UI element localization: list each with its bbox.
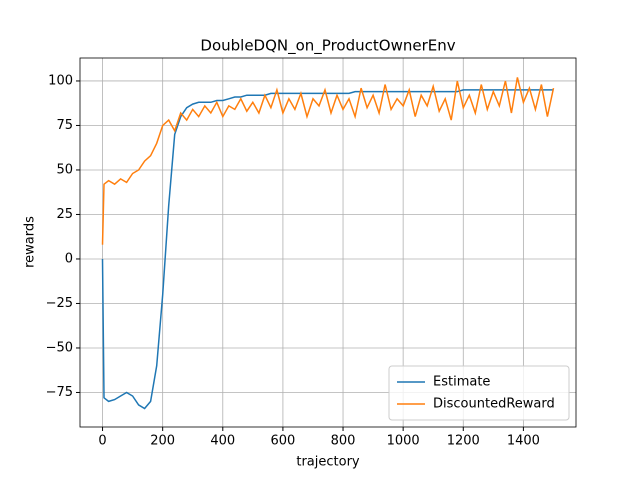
plot-frame	[79, 57, 577, 428]
x-tick-label: 1200	[447, 434, 480, 449]
chart-title: DoubleDQN_on_ProductOwnerEnv	[200, 37, 455, 56]
x-tick-label: 600	[270, 434, 295, 449]
y-tick-label: 50	[56, 162, 73, 177]
x-tick-label: 800	[331, 434, 356, 449]
y-tick-label: 25	[56, 207, 73, 222]
x-tick-label: 1400	[507, 434, 540, 449]
legend-label: Estimate	[433, 375, 490, 390]
y-axis-label: rewards	[23, 216, 38, 268]
line-series	[101, 77, 555, 245]
legend: Estimate DiscountedReward	[388, 365, 570, 421]
y-tick-label: 100	[48, 73, 73, 88]
y-tick-label: 0	[65, 251, 73, 266]
y-tick-label: 75	[56, 118, 73, 133]
x-tick-label: 1000	[387, 434, 420, 449]
legend-label: DiscountedReward	[433, 397, 555, 412]
x-axis-label: trajectory	[296, 455, 360, 470]
x-tick-label: 0	[98, 434, 106, 449]
x-tick-label: 400	[210, 434, 235, 449]
x-tick-label: 200	[150, 434, 175, 449]
line-series	[101, 89, 554, 410]
y-tick-label: −50	[46, 340, 73, 355]
y-tick-label: −25	[46, 296, 73, 311]
y-tick-label: −75	[46, 385, 73, 400]
legend-box	[388, 365, 570, 421]
